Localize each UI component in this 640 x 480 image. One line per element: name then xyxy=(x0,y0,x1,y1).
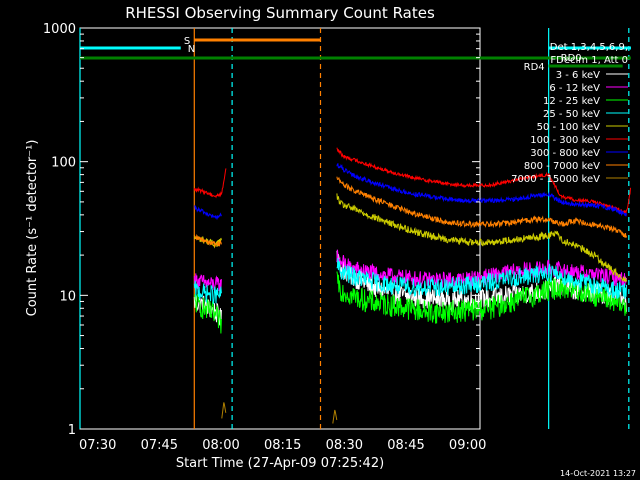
chart-title: RHESSI Observing Summary Count Rates xyxy=(125,4,435,22)
x-tick-label: 09:00 xyxy=(449,438,486,453)
legend-entry: 6 - 12 keV xyxy=(549,83,600,94)
legend-entry: 12 - 25 keV xyxy=(543,96,600,107)
flag-bars: SN RD0 RD4 xyxy=(80,36,631,73)
series-trace xyxy=(336,147,631,215)
series-trace xyxy=(336,271,627,324)
legend-header: Det 1,3,4,5,6,9, xyxy=(550,42,628,53)
legend-entry: 7000 - 15000 keV xyxy=(511,174,600,185)
x-tick-label: 08:15 xyxy=(264,438,301,453)
series-trace xyxy=(194,205,222,220)
series-trace xyxy=(336,176,627,238)
series-trace xyxy=(193,280,222,305)
y-tick-label: 100 xyxy=(51,156,76,171)
flag-label: RD4 xyxy=(524,62,545,73)
x-tick-label: 08:00 xyxy=(202,438,239,453)
series-trace xyxy=(336,162,627,217)
flag-label: N xyxy=(188,44,195,55)
series-trace xyxy=(336,193,627,282)
y-tick-label: 10 xyxy=(59,289,76,304)
legend: Det 1,3,4,5,6,9, FDecim 1, Att 0 3 - 6 keV… xyxy=(511,42,628,185)
x-tick-label: 07:30 xyxy=(79,438,116,453)
series-trace xyxy=(221,402,227,419)
legend-entry: 800 - 7000 keV xyxy=(524,161,600,172)
y-axis: 1 10 100 1000 xyxy=(43,22,480,438)
flag-label: S xyxy=(184,36,190,47)
flag-label: RD0 xyxy=(561,53,582,64)
series-trace xyxy=(332,409,338,424)
legend-entry: 300 - 800 keV xyxy=(530,148,600,159)
legend-header: FDecim 1, Att 0 xyxy=(550,55,628,66)
legend-entry: 3 - 6 keV xyxy=(556,70,600,81)
legend-entry: 50 - 100 keV xyxy=(537,122,601,133)
series-trace xyxy=(336,258,627,300)
series-trace xyxy=(194,292,222,334)
legend-entry: 25 - 50 keV xyxy=(543,109,600,120)
x-tick-label: 07:45 xyxy=(141,438,178,453)
timestamp: 14-Oct-2021 13:27 xyxy=(560,469,636,478)
x-axis: 07:30 07:45 08:00 08:15 08:30 08:45 09:00 xyxy=(79,438,486,453)
y-axis-label: Count Rate (s⁻¹ detector⁻¹) xyxy=(25,140,40,317)
series-trace xyxy=(193,168,227,199)
x-tick-label: 08:30 xyxy=(326,438,363,453)
y-tick-label: 1000 xyxy=(43,22,76,37)
series-group xyxy=(193,147,631,424)
series-trace xyxy=(336,250,627,313)
legend-entry: 100 - 300 keV xyxy=(530,135,600,146)
mode-lines xyxy=(79,28,630,429)
x-axis-label: Start Time (27-Apr-09 07:25:42) xyxy=(176,456,384,471)
series-trace xyxy=(193,234,222,247)
y-tick-label: 1 xyxy=(68,423,76,438)
series-trace xyxy=(336,249,627,289)
series-trace xyxy=(193,273,222,293)
x-tick-label: 08:45 xyxy=(387,438,424,453)
